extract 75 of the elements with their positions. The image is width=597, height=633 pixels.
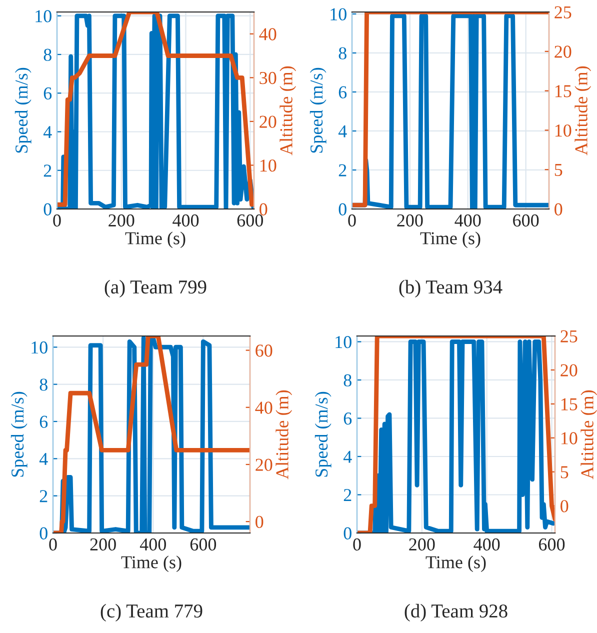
- x-axis-title: Time (s): [426, 556, 486, 572]
- y-axis-title: Speed (m/s): [10, 392, 28, 477]
- x-tick-label: 200: [90, 538, 116, 551]
- y2-tick-label: 0: [256, 516, 264, 528]
- y2-tick-label: 0: [260, 203, 268, 216]
- y2-axis-title: Altitude (m): [280, 66, 296, 156]
- x-tick-label: 400: [140, 538, 166, 551]
- y2-tick-label: 0: [554, 203, 562, 216]
- y-axis-title: Speed (m/s): [314, 392, 332, 477]
- y-tick-label: 2: [44, 164, 52, 177]
- y-tick-label: 10: [36, 10, 52, 22]
- text: (a) Team 799: [104, 280, 206, 298]
- text: (b) Team 934: [399, 280, 502, 298]
- y-axis-title: Speed (m/s): [14, 68, 32, 153]
- y-tick-label: 10: [336, 336, 352, 348]
- y2-tick-label: 10: [561, 432, 578, 444]
- y2-tick-label: 25: [554, 6, 572, 18]
- y-tick-label: 0: [40, 527, 48, 540]
- y-tick-label: 4: [43, 126, 52, 138]
- x-tick-label: 600: [513, 214, 539, 227]
- y-tick-label: 8: [344, 374, 352, 386]
- y2-tick-label: 15: [561, 398, 578, 410]
- y2-axis-title: Altitude (m): [574, 66, 592, 156]
- x-tick-label: 400: [172, 214, 199, 227]
- y2-tick-label: 25: [560, 330, 578, 342]
- y-tick-label: 6: [344, 412, 352, 425]
- y-tick-label: 4: [338, 125, 347, 138]
- y-tick-label: 6: [44, 87, 52, 100]
- x-axis-title: Time (s): [121, 556, 182, 572]
- y2-tick-label: 5: [560, 466, 568, 478]
- y2-axis-title: Altitude (m): [580, 390, 597, 480]
- y2-tick-label: 20: [560, 364, 578, 376]
- y-tick-label: 8: [338, 47, 346, 60]
- y2-tick-label: 10: [555, 124, 572, 137]
- y2-axis-title: Altitude (m): [276, 390, 292, 480]
- x-tick-label: 200: [108, 214, 134, 227]
- y-tick-label: 10: [32, 341, 48, 354]
- y-tick-label: 6: [40, 416, 48, 428]
- y2-tick-label: 10: [260, 159, 276, 172]
- y2-tick-label: 40: [259, 28, 276, 40]
- x-tick-label: 400: [474, 538, 500, 551]
- x-axis-title: Time (s): [125, 232, 186, 248]
- x-tick-label: 200: [409, 538, 435, 551]
- y-tick-label: 4: [343, 450, 352, 463]
- y-tick-label: 0: [338, 203, 346, 216]
- y-tick-label: 2: [338, 164, 346, 176]
- y2-tick-label: 60: [256, 344, 272, 357]
- y2-tick-label: 20: [256, 458, 272, 471]
- y-tick-label: 8: [40, 378, 48, 391]
- y2-tick-label: 30: [260, 72, 276, 84]
- y-tick-label: 2: [344, 489, 352, 502]
- x-tick-label: 400: [454, 214, 481, 227]
- y-tick-label: 0: [344, 527, 352, 540]
- y-tick-label: 4: [39, 453, 48, 465]
- y2-tick-label: 20: [260, 116, 276, 128]
- y2-tick-label: 40: [255, 402, 272, 414]
- y2-tick-label: 5: [554, 164, 562, 176]
- x-tick-label: 0: [53, 214, 61, 227]
- y-tick-label: 8: [44, 48, 52, 61]
- y-tick-label: 0: [44, 203, 52, 216]
- x-tick-label: 200: [397, 214, 423, 227]
- x-tick-label: 600: [190, 538, 216, 551]
- x-tick-label: 0: [353, 538, 361, 551]
- x-tick-label: 600: [237, 214, 263, 227]
- x-axis-title: Time (s): [420, 232, 480, 248]
- text: (d) Team 928: [404, 604, 508, 622]
- y2-tick-label: 15: [555, 85, 572, 98]
- y2-tick-label: 0: [560, 500, 568, 512]
- text: (c) Team 779: [100, 604, 202, 622]
- y-tick-label: 10: [330, 8, 346, 20]
- y-tick-label: 6: [338, 86, 347, 98]
- y-axis-title: Speed (m/s): [310, 68, 326, 153]
- y-tick-label: 2: [40, 490, 48, 502]
- y2-tick-label: 20: [554, 46, 572, 58]
- x-tick-label: 600: [538, 538, 565, 551]
